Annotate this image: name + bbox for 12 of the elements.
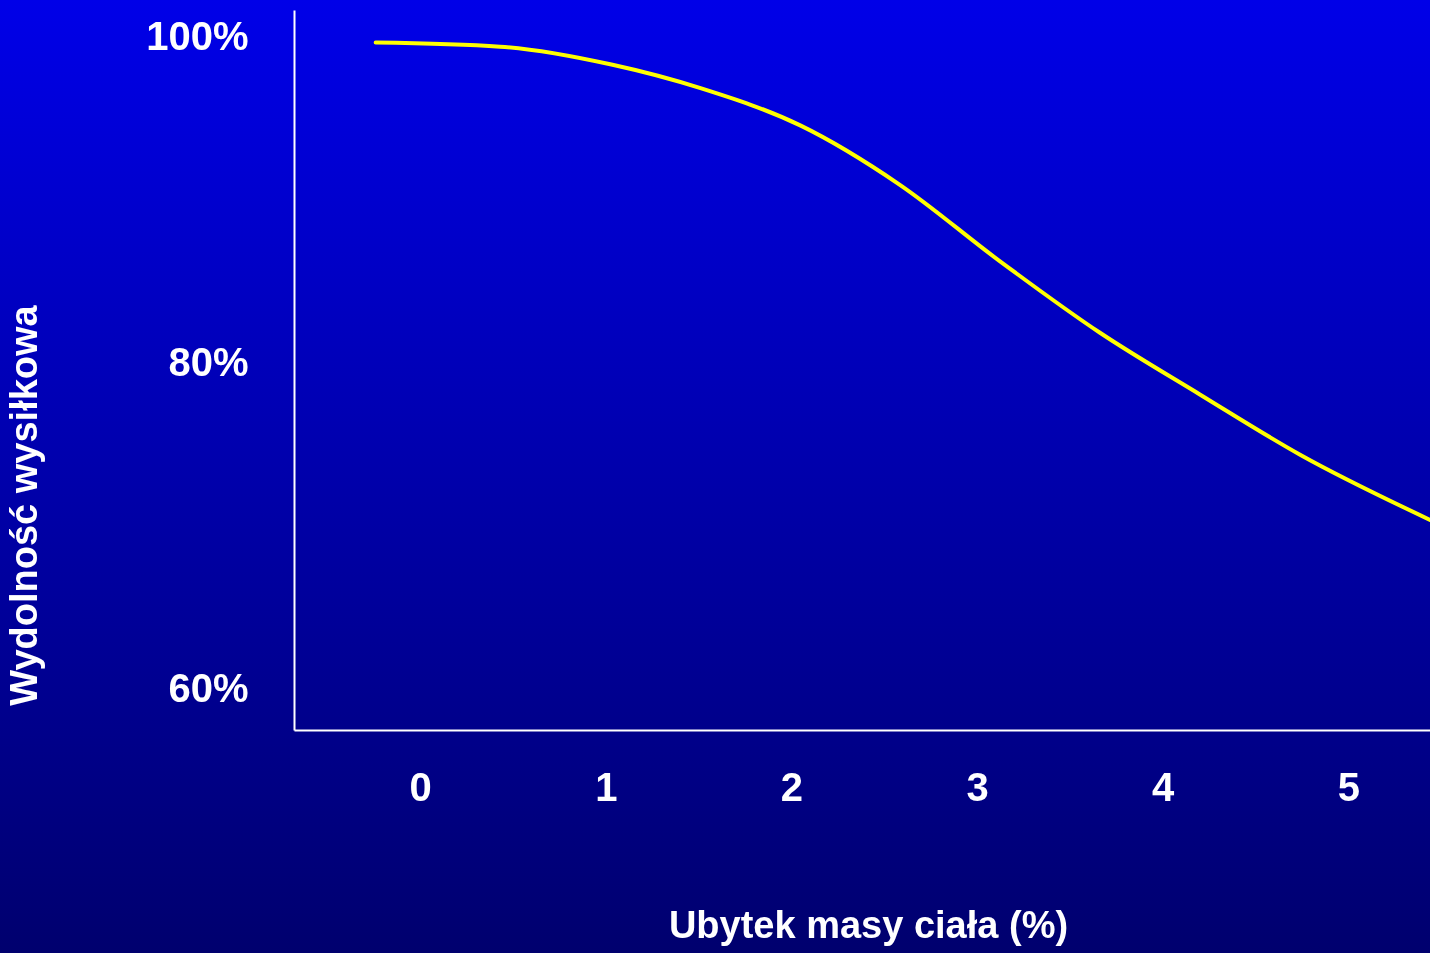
y-tick-label: 60%	[168, 665, 249, 710]
x-tick-label: 5	[1337, 764, 1360, 809]
x-tick-label: 3	[966, 764, 989, 809]
x-axis-title: Ubytek masy ciała (%)	[668, 903, 1069, 946]
line-series	[373, 40, 1430, 522]
x-tick-label: 1	[595, 764, 618, 809]
y-tick-label: 100%	[146, 14, 249, 59]
x-tick-label: 2	[780, 764, 804, 809]
y-axis-title: Wydolność wysiłkowa	[2, 304, 45, 706]
y-tick-label: 80%	[168, 339, 249, 384]
x-tick-label: 4	[1152, 764, 1176, 809]
x-tick-label: 0	[409, 764, 432, 809]
